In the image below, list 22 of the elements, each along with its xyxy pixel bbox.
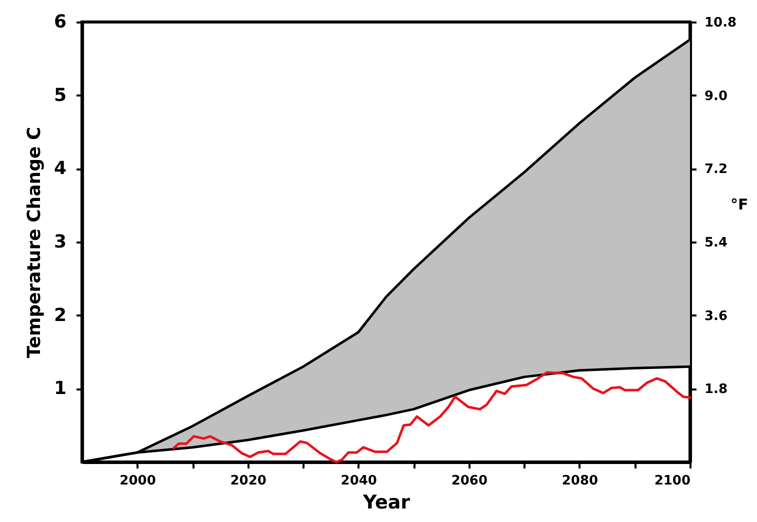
y-tick-label: 6 — [54, 12, 66, 32]
y-tick-label: 1 — [54, 378, 66, 400]
x-tick-label: 2100 — [654, 474, 690, 488]
y2-axis-title: °F — [730, 196, 748, 214]
y-tick-label: 2 — [54, 304, 66, 326]
y2-tick-label: 5.4 — [704, 236, 728, 250]
line-series — [172, 371, 692, 464]
y-tick-label: 5 — [54, 84, 66, 106]
y-tick-label: 4 — [54, 158, 66, 180]
x-tick-label: 2040 — [340, 474, 377, 488]
x-tick-label: 2080 — [562, 474, 598, 488]
x-tick-label: 2000 — [120, 474, 156, 488]
x-tick-label: 2020 — [230, 474, 266, 488]
y2-tick-label: 1.8 — [704, 382, 728, 398]
y2-tick-label: 3.6 — [704, 308, 728, 324]
y-axis-title: Temperature Change C — [24, 126, 45, 358]
y-tick-label: 3 — [54, 232, 66, 252]
y2-tick-label: 10.8 — [704, 16, 737, 30]
x-tick-label: 2060 — [451, 474, 488, 488]
y2-tick-label: 9.0 — [704, 88, 728, 104]
y2-tick-label: 7.2 — [704, 162, 728, 178]
x-axis-title: Year — [362, 492, 411, 514]
